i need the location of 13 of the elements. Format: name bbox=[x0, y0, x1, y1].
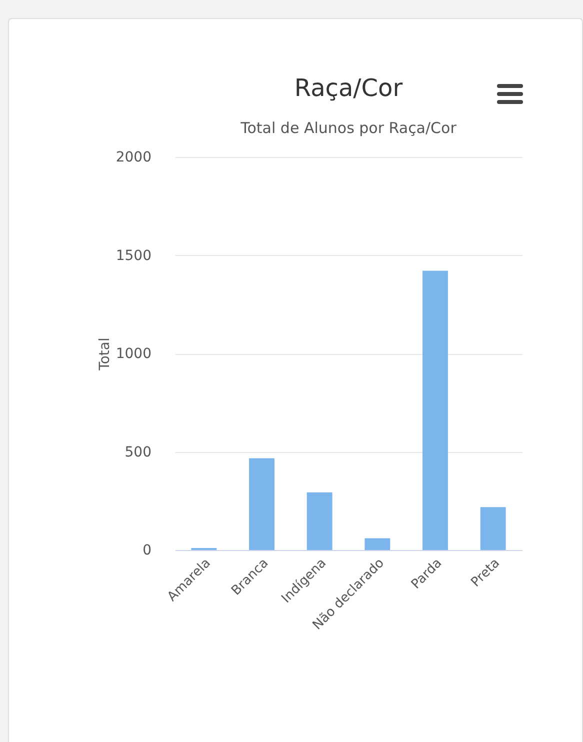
y-tick-label: 500 bbox=[124, 444, 152, 460]
y-tick-label: 1500 bbox=[116, 248, 152, 264]
y-axis-title: Total bbox=[96, 338, 113, 372]
bar bbox=[422, 270, 448, 550]
bar bbox=[306, 492, 332, 550]
bar bbox=[480, 507, 506, 550]
chart-title: Raça/Cor bbox=[294, 74, 403, 102]
chart-subtitle: Total de Alunos por Raça/Cor bbox=[240, 119, 458, 137]
bar bbox=[249, 458, 274, 550]
y-tick-label: 1000 bbox=[116, 346, 152, 362]
bar bbox=[364, 538, 390, 550]
y-tick-label: 0 bbox=[142, 542, 152, 558]
y-tick-label: 2000 bbox=[116, 150, 152, 166]
